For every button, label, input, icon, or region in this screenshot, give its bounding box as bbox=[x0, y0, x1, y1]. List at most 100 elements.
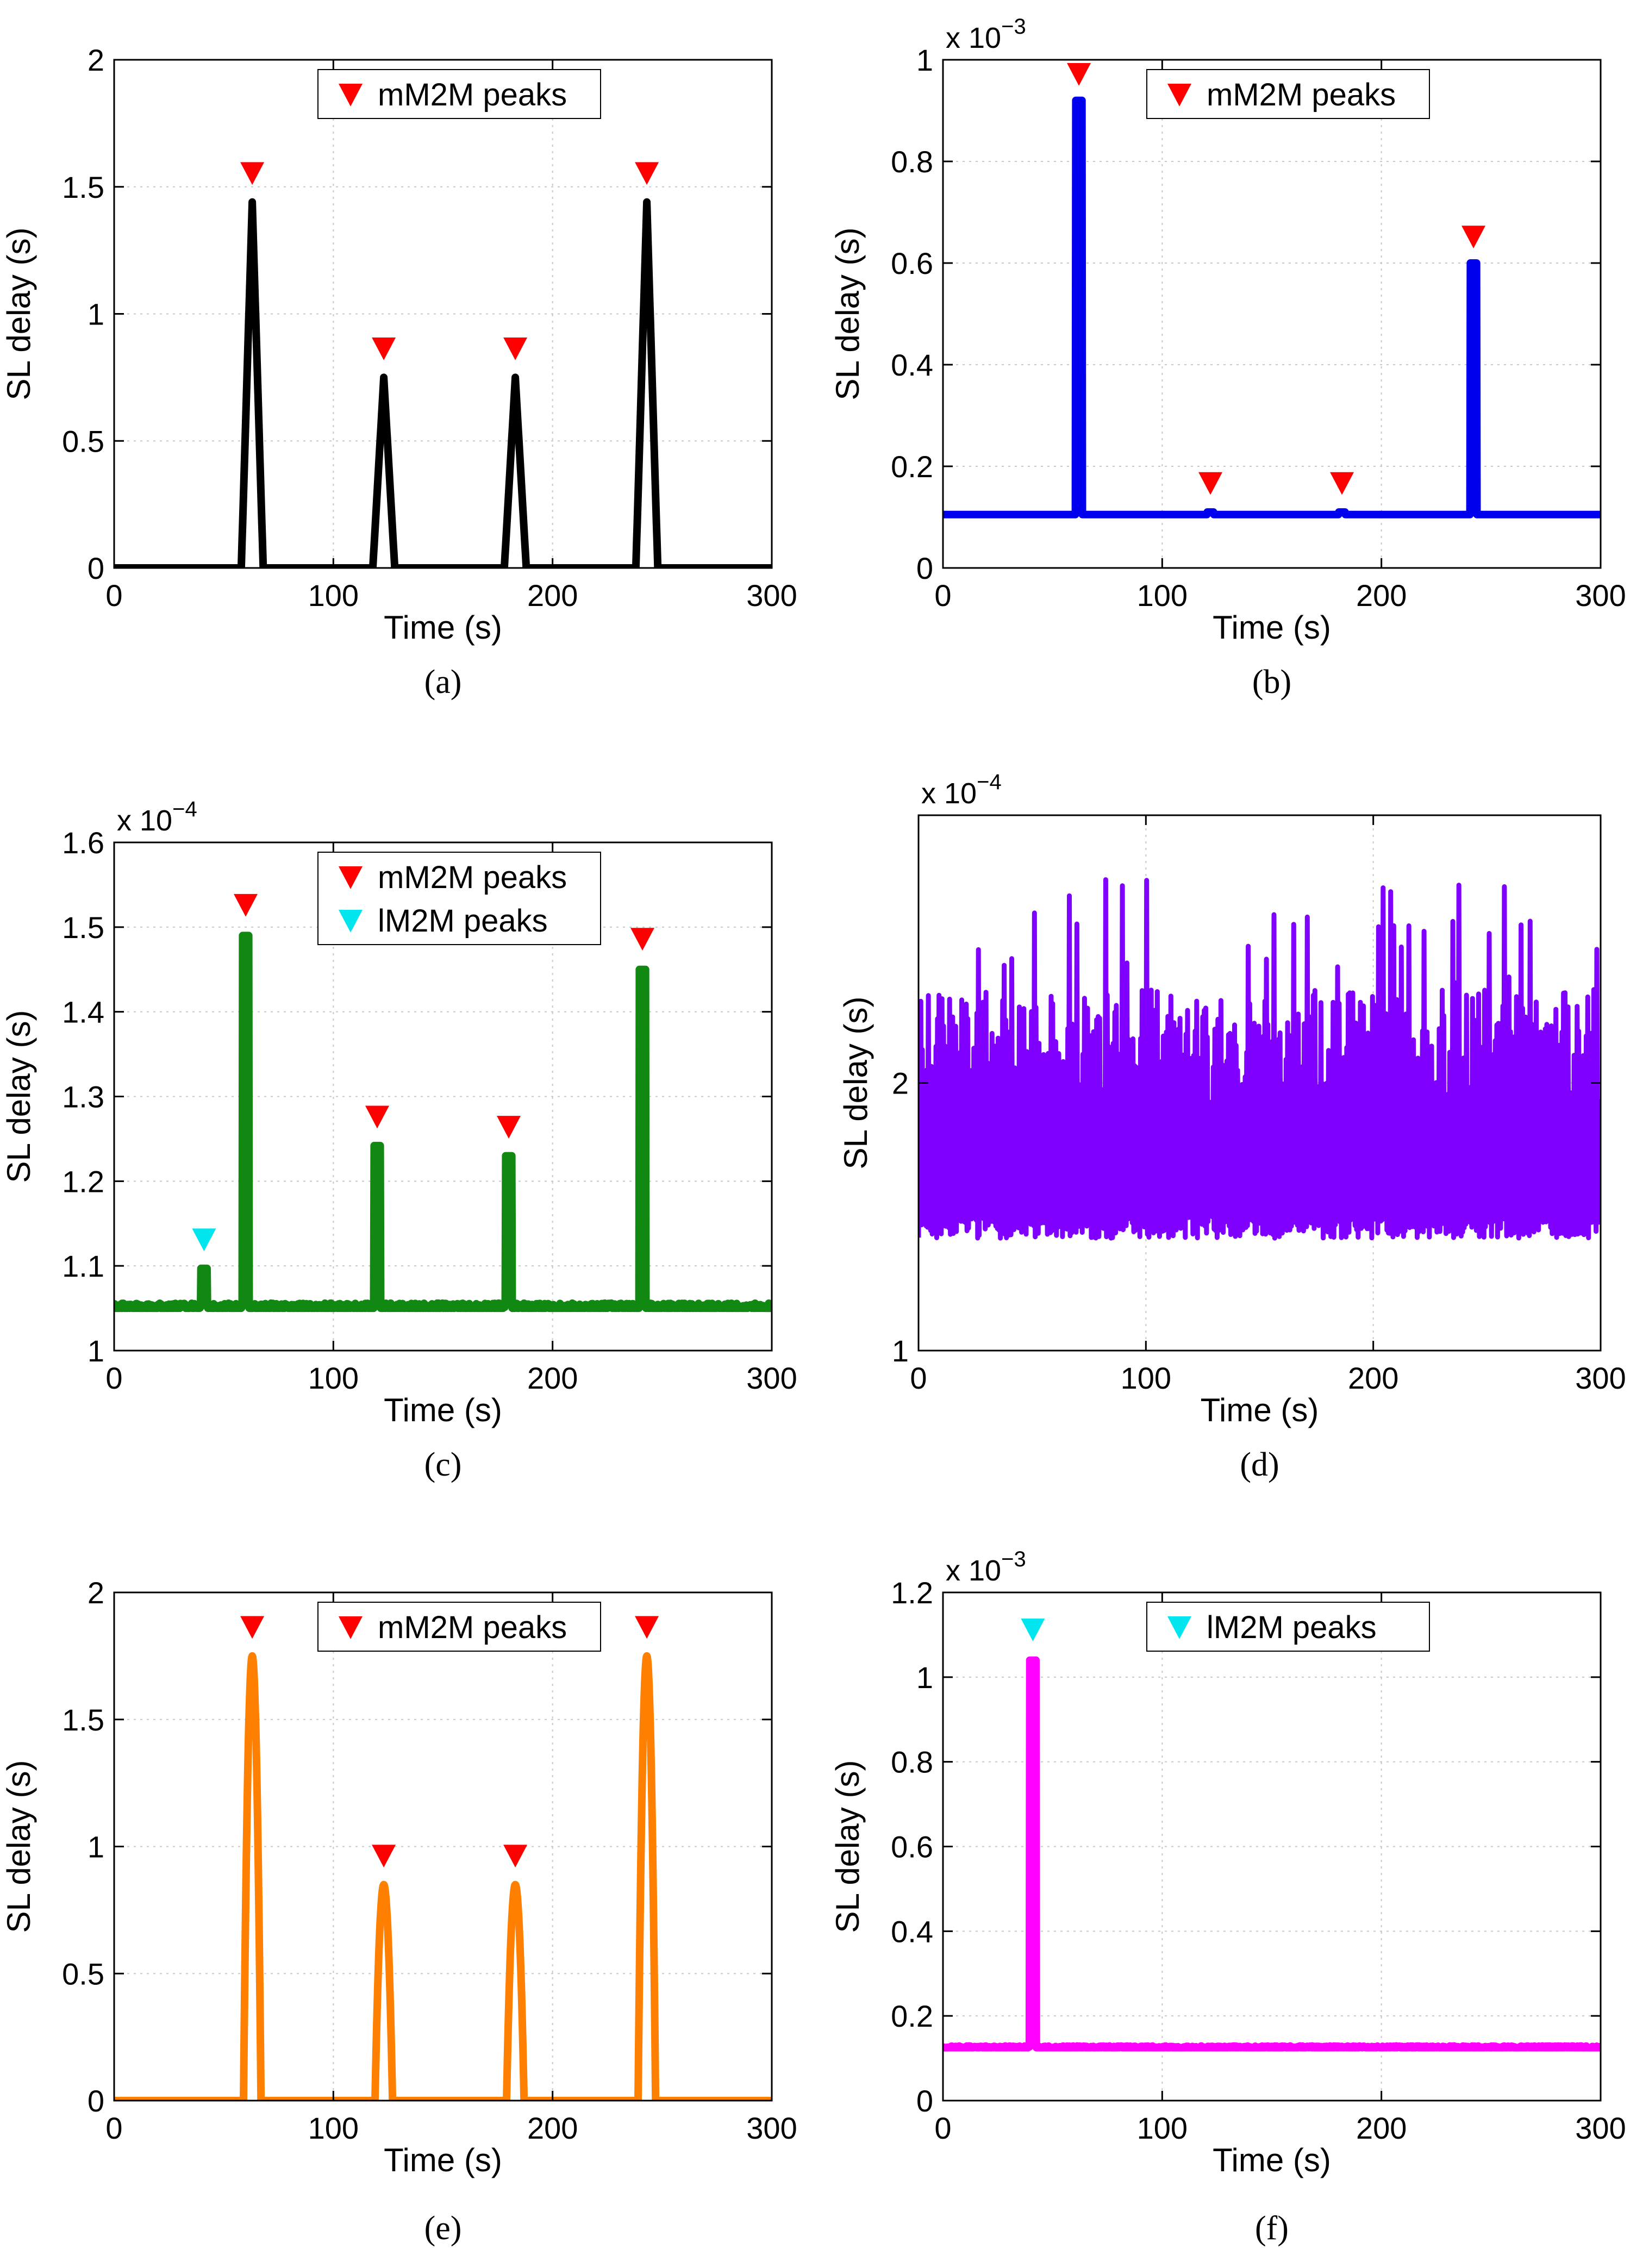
x-tick-label: 0 bbox=[910, 1361, 927, 1395]
y-tick-label: 1.2 bbox=[62, 1164, 104, 1198]
peak-marker-mM2M bbox=[1198, 472, 1223, 495]
x-tick-label: 100 bbox=[308, 2111, 359, 2145]
y-tick-label: 1.5 bbox=[62, 1703, 104, 1737]
x-tick-label: 300 bbox=[746, 578, 797, 613]
legend-label: mM2M peaks bbox=[378, 77, 567, 113]
legend-box bbox=[317, 69, 601, 119]
y-tick-label: 2 bbox=[88, 1576, 104, 1610]
y-tick-label: 1 bbox=[88, 1830, 104, 1864]
x-axis-label: Time (s) bbox=[384, 609, 502, 646]
y-tick-label: 0.5 bbox=[62, 424, 104, 458]
axis-exponent-power: −4 bbox=[977, 770, 1002, 794]
legend-box bbox=[1146, 69, 1430, 119]
peak-marker-mM2M bbox=[1330, 472, 1354, 495]
x-axis-label: Time (s) bbox=[384, 1392, 502, 1428]
series-path bbox=[943, 96, 1601, 518]
legend: mM2M peaks bbox=[317, 1602, 601, 1652]
x-tick-label: 100 bbox=[1137, 2111, 1188, 2145]
x-tick-label: 0 bbox=[105, 2111, 122, 2145]
y-tick-label: 2 bbox=[892, 1066, 909, 1101]
x-tick-label: 100 bbox=[308, 578, 359, 613]
y-tick-label: 0 bbox=[916, 2084, 933, 2118]
y-tick-label: 1.2 bbox=[891, 1576, 933, 1610]
axis-exponent-base: x 10 bbox=[946, 1554, 1001, 1587]
x-axis-label: Time (s) bbox=[1201, 1392, 1319, 1428]
legend-label: lM2M peaks bbox=[378, 903, 548, 939]
legend: lM2M peaks bbox=[1146, 1602, 1430, 1652]
series-line bbox=[943, 96, 1601, 518]
y-tick-label: 0.4 bbox=[891, 348, 933, 382]
axis-exponent-power: −4 bbox=[172, 797, 197, 821]
x-tick-label: 100 bbox=[1121, 1361, 1171, 1395]
y-tick-label: 0.8 bbox=[891, 145, 933, 179]
x-tick-label: 0 bbox=[105, 1361, 122, 1395]
x-tick-label: 0 bbox=[105, 578, 122, 613]
peak-marker-mM2M bbox=[365, 1105, 389, 1129]
axis-exponent-base: x 10 bbox=[921, 777, 977, 810]
y-axis-label: SL delay (s) bbox=[1, 1760, 37, 1933]
series-line bbox=[919, 877, 1601, 1241]
panel-caption: (f) bbox=[1255, 2210, 1289, 2247]
y-axis-label: SL delay (s) bbox=[829, 1760, 866, 1933]
y-tick-label: 2 bbox=[88, 43, 104, 77]
x-axis-label: Time (s) bbox=[384, 2142, 502, 2178]
x-tick-label: 300 bbox=[1575, 2111, 1626, 2145]
legend-box bbox=[317, 1602, 601, 1652]
panel-caption: (c) bbox=[424, 1446, 462, 1483]
chart-panel-a: 0 100 200 300 0 0.5 1 1.5 2 Time (s) SL delay (s) m… bbox=[1, 43, 797, 701]
y-tick-label: 0.2 bbox=[891, 1999, 933, 2033]
peak-marker-mM2M bbox=[635, 162, 659, 185]
x-tick-label: 300 bbox=[1575, 1361, 1626, 1395]
y-tick-label: 1.6 bbox=[62, 826, 104, 860]
y-tick-label: 0.2 bbox=[891, 449, 933, 484]
legend-marker bbox=[339, 866, 363, 889]
peak-marker-mM2M bbox=[372, 337, 396, 360]
legend: mM2M peaks lM2M peaks bbox=[317, 852, 601, 945]
axis-exponent-power: −3 bbox=[1001, 15, 1026, 39]
y-tick-label: 1 bbox=[916, 1660, 933, 1695]
x-tick-label: 200 bbox=[527, 1361, 578, 1395]
y-tick-label: 1 bbox=[88, 1334, 104, 1368]
chart-panel-d: 0 100 200 300 1 2 Time (s) SL delay (s) x 10−4 (d… bbox=[838, 770, 1626, 1483]
legend-marker bbox=[1167, 84, 1191, 107]
y-tick-label: 0.8 bbox=[891, 1745, 933, 1779]
x-tick-label: 200 bbox=[1348, 1361, 1398, 1395]
panel-caption: (e) bbox=[424, 2210, 462, 2247]
y-tick-label: 1 bbox=[892, 1334, 909, 1368]
y-tick-label: 1 bbox=[88, 297, 104, 332]
peak-marker-lM2M bbox=[1021, 1619, 1045, 1641]
peak-marker-lM2M bbox=[192, 1228, 216, 1252]
peak-marker-mM2M bbox=[503, 1845, 528, 1867]
peak-marker-mM2M bbox=[630, 928, 655, 951]
series-line bbox=[943, 1656, 1601, 2052]
series-path bbox=[943, 1656, 1601, 2052]
axis-exponent: x 10−4 bbox=[117, 797, 197, 837]
chart-panel-f: 0 100 200 300 0 0.2 0.4 0.6 0.8 1 1.2 Time (s) SL de… bbox=[829, 1547, 1626, 2247]
series-line bbox=[114, 932, 772, 1313]
y-tick-label: 1 bbox=[916, 43, 933, 77]
x-axis-label: Time (s) bbox=[1213, 609, 1331, 646]
peak-marker-mM2M bbox=[1461, 226, 1486, 249]
x-tick-label: 200 bbox=[527, 2111, 578, 2145]
legend-label: mM2M peaks bbox=[1207, 77, 1396, 113]
panel-caption: (b) bbox=[1252, 664, 1291, 701]
y-tick-label: 0.4 bbox=[891, 1914, 933, 1948]
panel-caption: (d) bbox=[1240, 1446, 1279, 1483]
x-tick-label: 200 bbox=[1356, 578, 1407, 613]
y-tick-label: 1.4 bbox=[62, 995, 104, 1029]
x-tick-label: 100 bbox=[1137, 578, 1188, 613]
axis-exponent-base: x 10 bbox=[117, 804, 172, 837]
x-tick-label: 300 bbox=[746, 1361, 797, 1395]
peak-marker-mM2M bbox=[1067, 63, 1091, 86]
peak-marker-mM2M bbox=[234, 894, 258, 917]
y-tick-label: 0 bbox=[916, 551, 933, 585]
legend-box bbox=[317, 852, 601, 945]
x-tick-label: 0 bbox=[934, 578, 951, 613]
peak-marker-mM2M bbox=[372, 1845, 396, 1867]
legend: mM2M peaks bbox=[317, 69, 601, 119]
legend-marker bbox=[1167, 1616, 1191, 1639]
legend-marker bbox=[339, 910, 363, 933]
x-tick-label: 200 bbox=[527, 578, 578, 613]
peak-marker-mM2M bbox=[635, 1616, 659, 1639]
